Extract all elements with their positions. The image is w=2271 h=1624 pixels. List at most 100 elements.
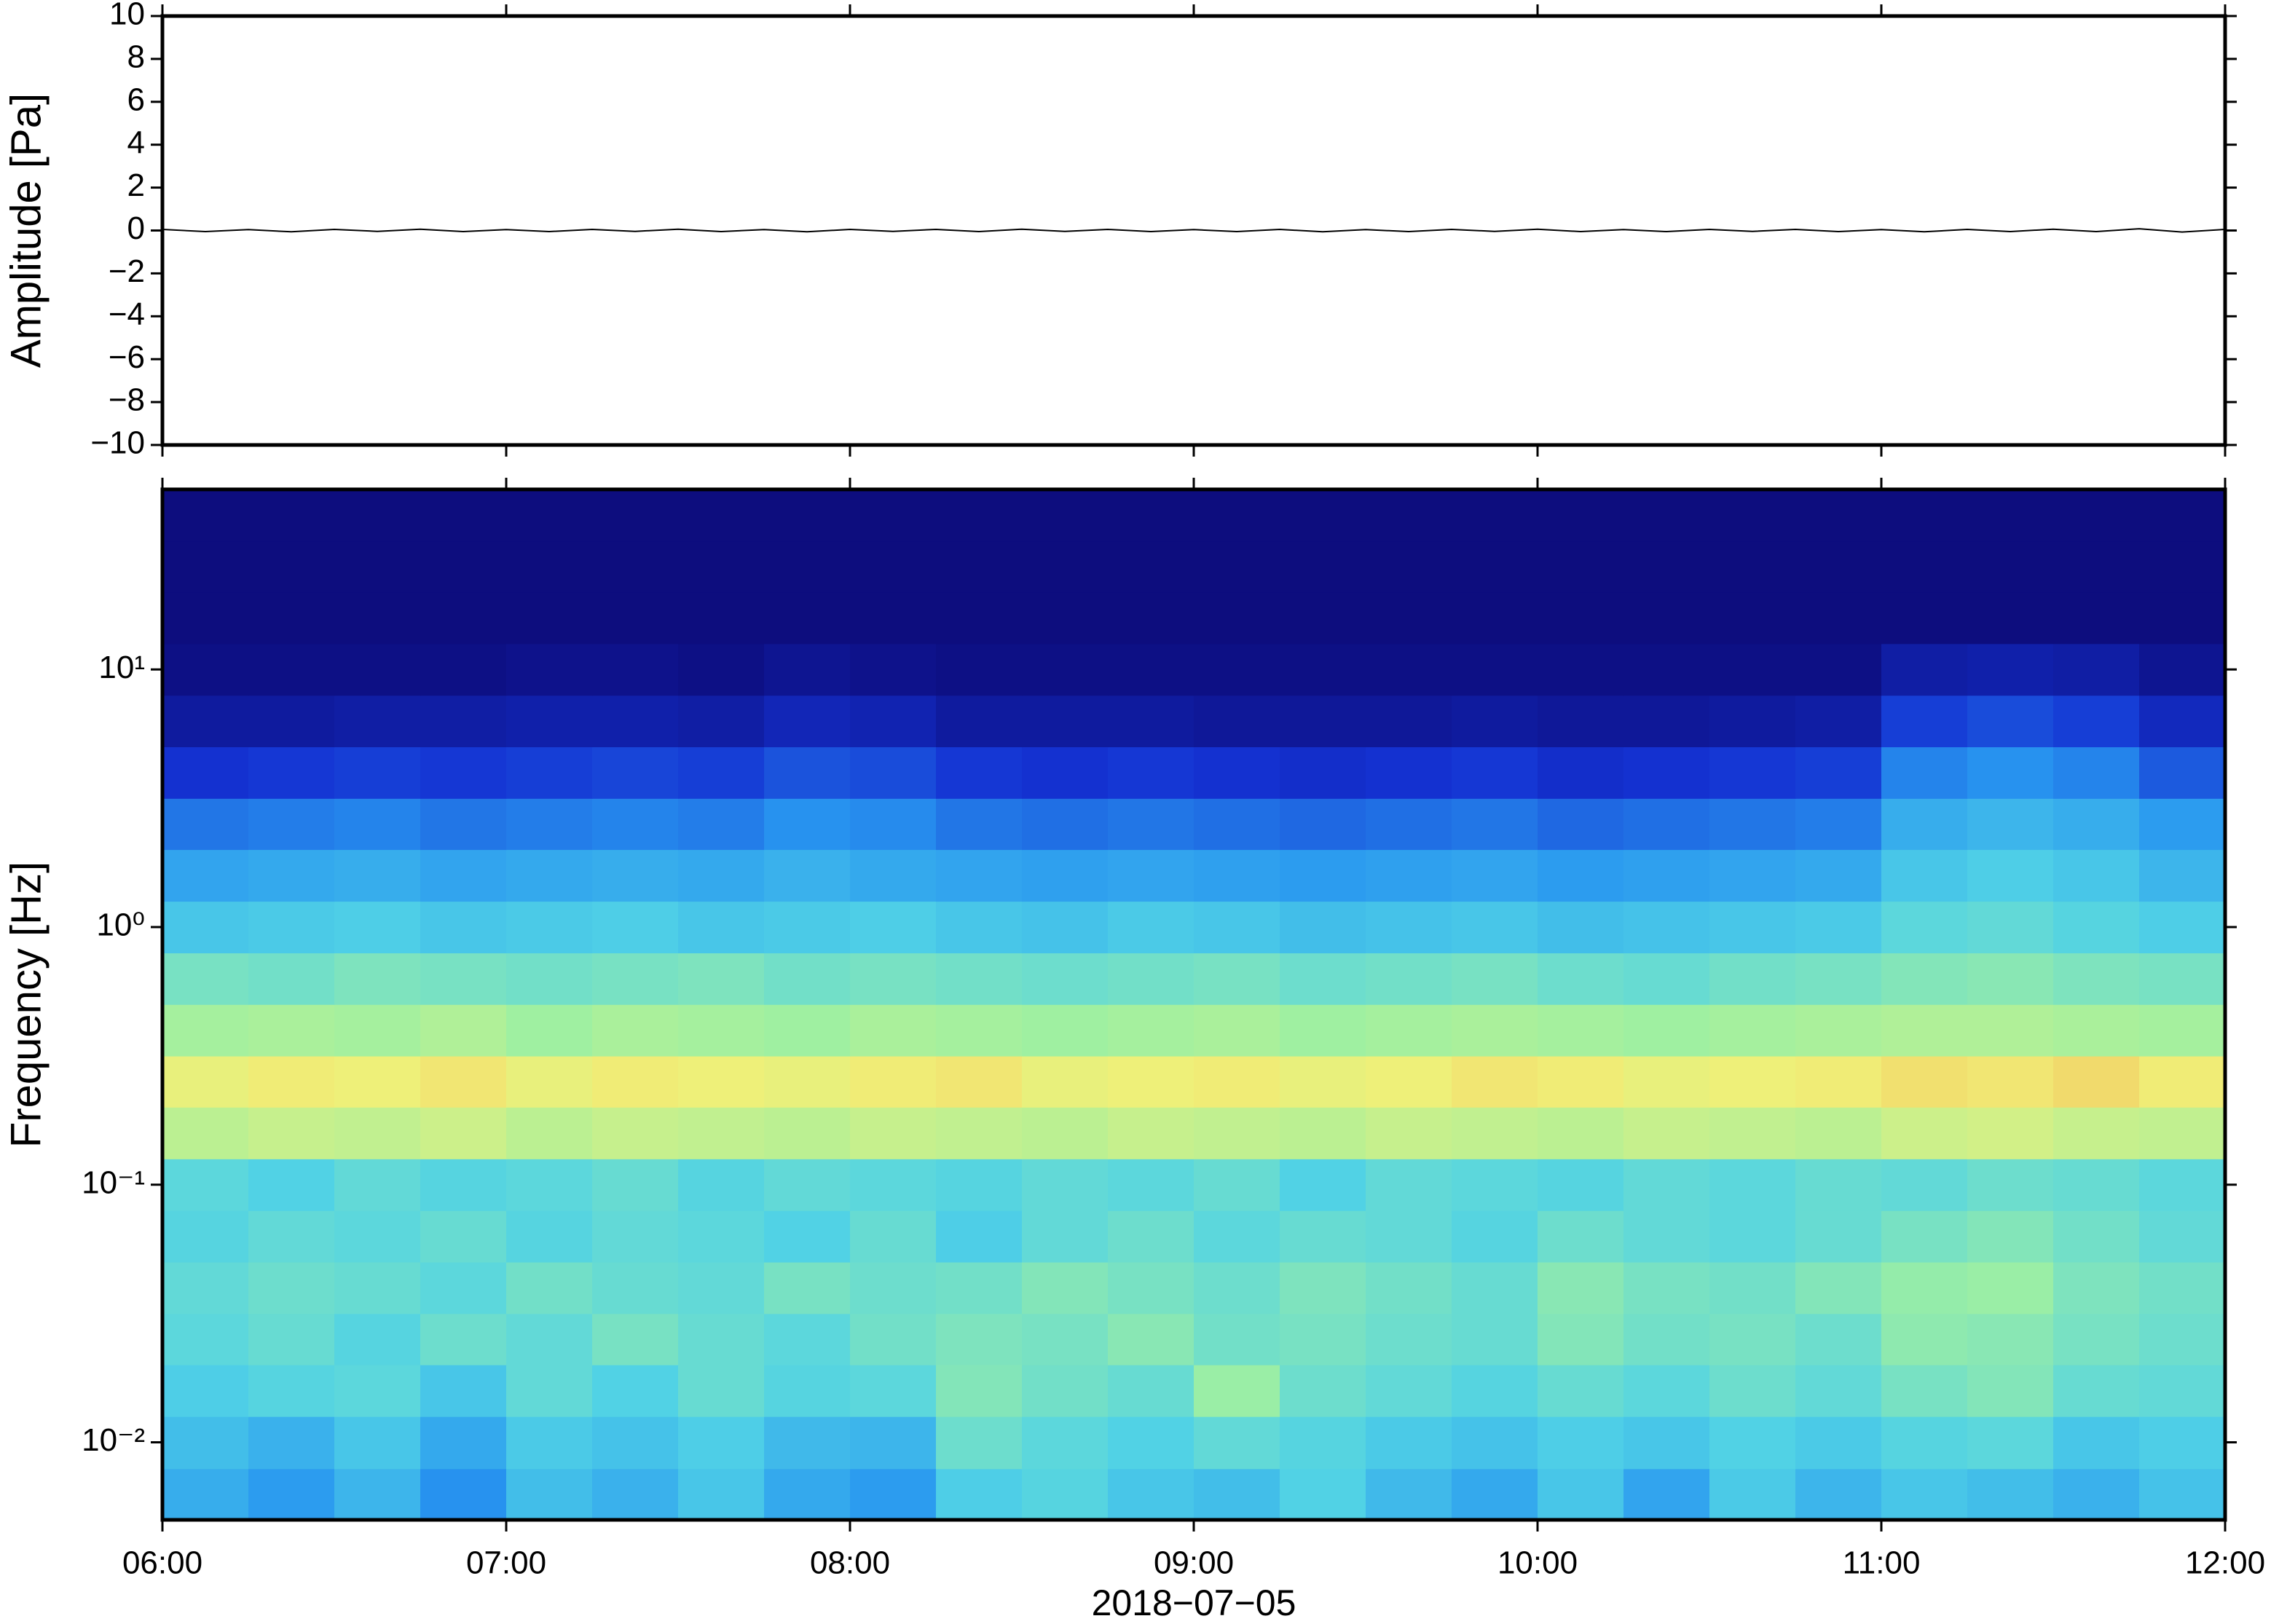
spectrogram-cell: [1194, 591, 1280, 645]
spectrogram-cell: [1709, 1468, 1796, 1521]
spectrogram-cell: [850, 901, 937, 954]
spectrogram-cell: [334, 849, 421, 902]
spectrogram-cell: [1194, 1159, 1280, 1211]
spectrogram-cell: [1538, 1365, 1624, 1417]
spectrogram-cell: [334, 695, 421, 748]
spectrogram-cell: [1194, 1468, 1280, 1521]
spectrogram-cell: [162, 489, 249, 542]
spectrogram-cell: [1194, 643, 1280, 696]
spectrogram-cell: [1194, 849, 1280, 902]
spectrogram-cell: [1623, 901, 1710, 954]
spectrogram-cell: [1108, 695, 1194, 748]
spectrogram-cell: [334, 1313, 421, 1365]
spectrogram-cell: [1366, 1468, 1452, 1521]
y-tick-label: 10⁻²: [82, 1422, 145, 1458]
spectrogram-cell: [936, 591, 1023, 645]
spectrogram-cell: [1623, 1468, 1710, 1521]
spectrogram-cell: [850, 746, 937, 799]
spectrogram-cell: [334, 901, 421, 954]
spectrogram-cell: [936, 1365, 1023, 1417]
spectrogram-cell: [764, 540, 851, 593]
spectrogram-cell: [2139, 1313, 2226, 1365]
spectrogram-cell: [162, 1313, 249, 1365]
spectrogram-cell: [248, 1365, 335, 1417]
spectrogram-cell: [1538, 1159, 1624, 1211]
spectrogram-cell: [764, 746, 851, 799]
spectrogram-cell: [2053, 798, 2140, 851]
spectrogram-cell: [1108, 953, 1194, 1005]
spectrogram-cell: [162, 540, 249, 593]
spectrogram-cell: [2139, 1416, 2226, 1470]
spectrogram-cell: [850, 1159, 937, 1211]
spectrogram-cell: [248, 1107, 335, 1159]
spectrogram-cell: [1967, 695, 2054, 748]
spectrogram-cell: [678, 540, 765, 593]
spectrogram-cell: [1108, 901, 1194, 954]
spectrogram-cell: [2139, 1055, 2226, 1108]
spectrogram-cell: [2139, 1468, 2226, 1521]
spectrogram-cell: [1366, 489, 1452, 542]
spectrogram-cell: [162, 1468, 249, 1521]
spectrogram-cell: [1795, 1468, 1882, 1521]
spectrogram-cell: [1967, 1261, 2054, 1314]
spectrogram-cell: [1709, 849, 1796, 902]
spectrogram-cell: [764, 643, 851, 696]
spectrogram-cell: [1194, 695, 1280, 748]
spectrogram-cell: [1452, 540, 1538, 593]
spectrogram-cell: [1108, 849, 1194, 902]
spectrogram-cell: [2053, 1468, 2140, 1521]
spectrogram-cell: [1709, 1159, 1796, 1211]
spectrogram-cell: [1280, 1004, 1366, 1057]
spectrogram-cell: [1538, 1210, 1624, 1263]
spectrogram-cell: [1967, 1365, 2054, 1417]
spectrogram-cell: [162, 798, 249, 851]
spectrogram-cell: [1795, 1313, 1882, 1365]
spectrogram-cell: [764, 953, 851, 1005]
spectrogram-cell: [506, 1261, 593, 1314]
spectrogram-cell: [1623, 1313, 1710, 1365]
spectrogram-cell: [1795, 1055, 1882, 1108]
spectrogram-cell: [678, 1210, 765, 1263]
spectrogram-cell: [1967, 901, 2054, 954]
spectrogram-cell: [162, 953, 249, 1005]
spectrogram-cell: [1022, 798, 1109, 851]
spectrogram-cell: [1967, 798, 2054, 851]
spectrogram-cell: [420, 540, 507, 593]
spectrogram-cell: [1538, 695, 1624, 748]
spectrogram-cell: [1022, 1416, 1109, 1470]
spectrogram-cell: [1022, 643, 1109, 696]
spectrogram-cell: [2139, 1261, 2226, 1314]
spectrogram-cell: [1967, 1210, 2054, 1263]
spectrogram-cell: [334, 1055, 421, 1108]
spectrogram-cell: [1881, 695, 1968, 748]
spectrogram-cell: [1022, 849, 1109, 902]
spectrogram-cell: [1194, 1261, 1280, 1314]
spectrogram-cell: [1881, 643, 1968, 696]
spectrogram-cell: [1881, 798, 1968, 851]
y-tick-label: −4: [109, 296, 145, 332]
spectrogram-cell: [420, 1107, 507, 1159]
spectrogram-cell: [764, 849, 851, 902]
spectrogram-cell: [1452, 591, 1538, 645]
y-tick-label: 2: [127, 167, 145, 203]
spectrogram-cell: [592, 1468, 679, 1521]
spectrogram-cell: [1194, 1210, 1280, 1263]
spectrogram-cell: [1022, 1261, 1109, 1314]
y-tick-label: 10⁻¹: [82, 1164, 145, 1200]
spectrogram-cell: [248, 953, 335, 1005]
spectrogram-cell: [1022, 1468, 1109, 1521]
spectrogram-cell: [936, 1004, 1023, 1057]
y-tick-label: 8: [127, 39, 145, 75]
spectrogram-cell: [1108, 1107, 1194, 1159]
spectrogram-cell: [1881, 1261, 1968, 1314]
spectrogram-cell: [1108, 1210, 1194, 1263]
spectrogram-cell: [592, 746, 679, 799]
spectrogram-cell: [1709, 1416, 1796, 1470]
spectrogram-cell: [1623, 849, 1710, 902]
spectrogram-cell: [162, 1107, 249, 1159]
spectrogram-cell: [1280, 1416, 1366, 1470]
spectrogram-cell: [850, 1416, 937, 1470]
spectrogram-cell: [1022, 746, 1109, 799]
spectrogram-cell: [420, 695, 507, 748]
